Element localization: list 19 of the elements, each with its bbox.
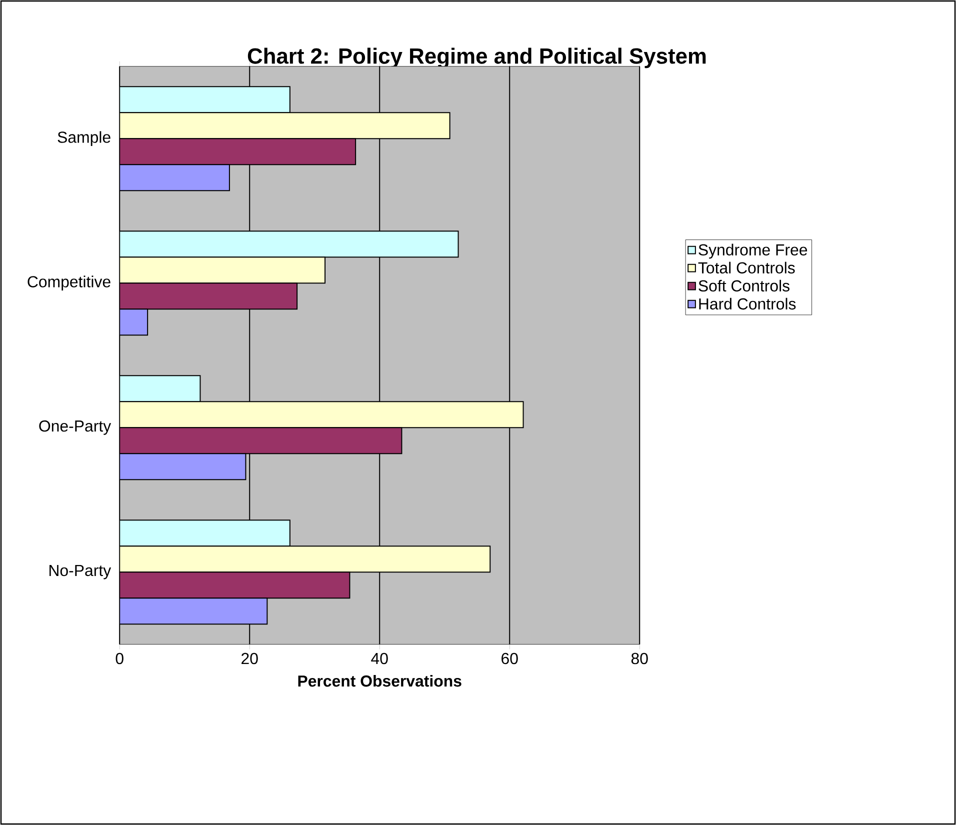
x-tick-label: 0 <box>116 652 124 664</box>
y-tick-label: Competitive <box>28 276 110 291</box>
y-tick-label: One-Party <box>39 420 112 435</box>
y-tick-label: No-Party <box>50 564 112 580</box>
legend-label: Hard Controls <box>699 298 796 310</box>
x-tick-label: 40 <box>371 652 388 664</box>
legend-label: Total Controls <box>698 262 795 274</box>
x-tick-label: 20 <box>242 652 258 664</box>
legend-label: Soft Controls <box>698 280 790 292</box>
x-axis-title: Percent Observations <box>298 675 462 687</box>
legend-label: Syndrome Free <box>698 244 808 259</box>
chart-title: Chart 2: Policy Regime and Political System <box>248 48 706 68</box>
bar <box>120 572 350 599</box>
y-tick-label: Sample <box>58 131 110 146</box>
bar <box>120 282 298 310</box>
bar <box>120 138 356 166</box>
bar <box>120 427 402 454</box>
x-tick-label: 60 <box>502 652 518 664</box>
x-tick-label: 80 <box>631 652 648 664</box>
